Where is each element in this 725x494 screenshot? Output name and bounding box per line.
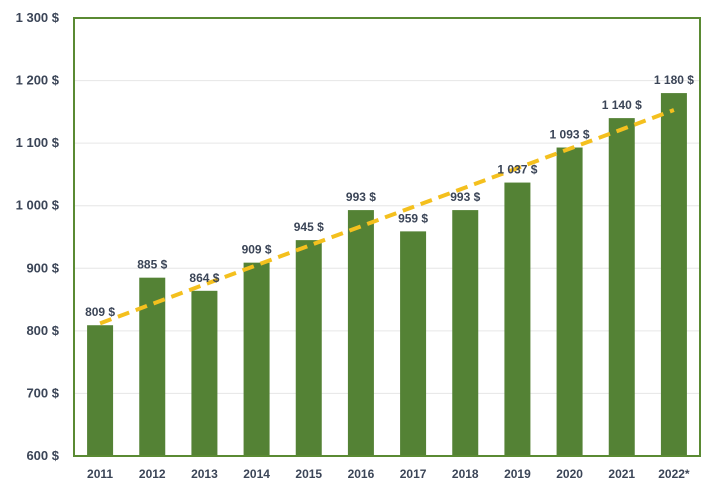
data-label: 959 $: [398, 211, 428, 225]
y-tick-label: 900 $: [26, 260, 59, 275]
bars: [87, 93, 687, 456]
y-tick-label: 700 $: [26, 385, 59, 400]
x-tick-label: 2011: [87, 467, 113, 481]
x-tick-label: 2012: [139, 467, 166, 481]
bar: [400, 231, 427, 456]
plot-area-border: [73, 17, 701, 457]
gridlines: [74, 17, 700, 457]
x-tick-label: 2020: [556, 467, 583, 481]
x-tick-label: 2019: [504, 467, 531, 481]
bar: [504, 182, 531, 456]
x-tick-label: 2015: [295, 467, 322, 481]
data-label: 1 140 $: [602, 98, 642, 112]
bar: [191, 290, 218, 456]
trendline-layer: [99, 108, 675, 326]
data-label: 885 $: [137, 258, 167, 272]
x-tick-label: 2017: [400, 467, 427, 481]
bar: [295, 240, 322, 456]
bar: [556, 147, 583, 456]
y-axis-tick-labels: 600 $ 700 $ 800 $ 900 $ 1 000 $ 1 100 $ 1 200 …: [16, 10, 60, 463]
x-tick-label: 2014: [243, 467, 270, 481]
bar: [139, 277, 166, 456]
data-label: 1 093 $: [550, 128, 590, 142]
y-tick-label: 1 200 $: [16, 73, 60, 88]
y-tick-label: 1 100 $: [16, 135, 60, 150]
data-label: 993 $: [450, 190, 480, 204]
data-label: 909 $: [242, 243, 272, 257]
x-tick-label: 2018: [452, 467, 479, 481]
bar: [87, 325, 114, 456]
x-tick-label: 2021: [608, 467, 635, 481]
data-label: 1 180 $: [654, 73, 694, 87]
y-tick-label: 1 300 $: [16, 10, 60, 25]
x-tick-label: 2013: [191, 467, 218, 481]
trendline: [99, 108, 675, 326]
x-axis-tick-labels: 2011 2012 2013 2014 2015 2016 2017 2018 2019 2020…: [87, 467, 690, 481]
data-label: 864 $: [189, 271, 219, 285]
data-label: 945 $: [294, 220, 324, 234]
bar: [660, 93, 687, 456]
bar: [243, 262, 270, 456]
bar: [347, 210, 374, 456]
data-label: 809 $: [85, 305, 115, 319]
y-tick-label: 600 $: [26, 448, 59, 463]
data-label: 1 037 $: [497, 163, 537, 177]
data-labels: 809 $ 885 $ 864 $ 909 $ 945 $ 993 $ 959 $ 993 $…: [85, 73, 694, 319]
x-tick-label: 2022*: [658, 467, 690, 481]
x-tick-label: 2016: [348, 467, 375, 481]
y-tick-label: 800 $: [26, 323, 59, 338]
bar: [608, 118, 635, 456]
data-label: 993 $: [346, 190, 376, 204]
y-tick-label: 1 000 $: [16, 198, 60, 213]
bar: [452, 210, 479, 456]
